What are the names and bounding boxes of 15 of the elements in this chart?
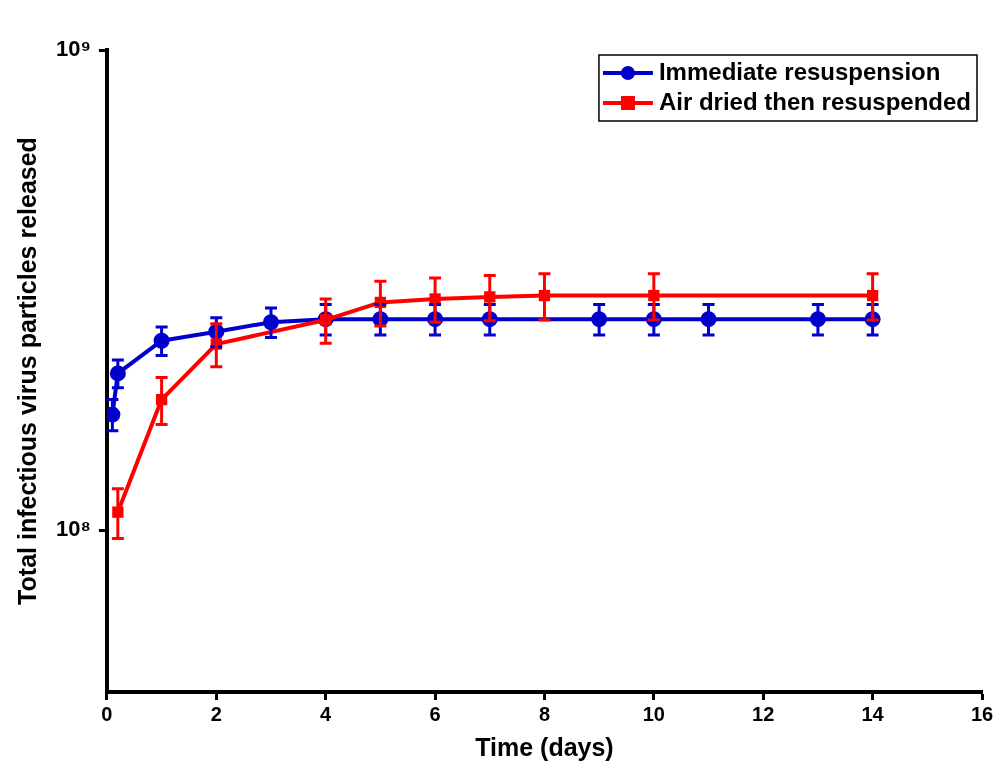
x-tick-label: 8 bbox=[538, 702, 551, 725]
x-tick-label: 4 bbox=[320, 702, 333, 725]
x-tick-label: 0 bbox=[101, 702, 113, 725]
x-tick-label: 6 bbox=[429, 702, 441, 725]
y-tick-label: 10⁹ bbox=[55, 36, 91, 62]
legend-label: Immediate resuspension bbox=[658, 57, 941, 85]
x-tick-label: 10 bbox=[642, 702, 665, 725]
x-tick-label: 12 bbox=[752, 702, 775, 725]
legend-label: Air dried then resuspended bbox=[658, 87, 971, 115]
x-tick-label: 16 bbox=[970, 702, 994, 725]
x-tick-label: 14 bbox=[861, 702, 885, 725]
y-axis-title: Total infectious virus particles released bbox=[12, 137, 41, 605]
y-tick-label: 10⁸ bbox=[56, 516, 91, 542]
x-tick-label: 2 bbox=[210, 702, 222, 725]
x-axis-title: Time (days) bbox=[475, 732, 614, 761]
